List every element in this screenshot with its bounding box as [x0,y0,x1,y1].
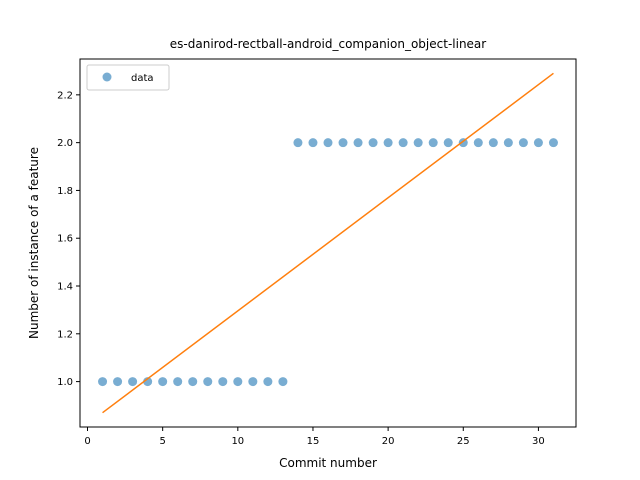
legend-box [86,64,170,91]
data-point [143,377,153,387]
data-point [263,377,273,387]
x-axis-label: Commit number [279,456,377,470]
data-point [158,377,168,387]
y-axis-ticks: 1.0 1.2 1.4 1.6 1.8 2.0 2.2 [57,90,80,388]
data-point [233,377,243,387]
x-tick-label: 20 [382,436,395,447]
y-tick-label: 2.0 [57,138,73,149]
plot-area [98,72,558,414]
data-point [503,138,513,148]
data-point [353,138,363,148]
data-point [188,377,198,387]
x-tick-label: 5 [159,436,165,447]
data-point [218,377,228,387]
data-point [293,138,303,148]
x-tick-label: 0 [84,436,90,447]
data-point [473,138,483,148]
fit-line [102,72,554,414]
x-tick-label: 30 [532,436,545,447]
data-point [383,138,393,148]
data-point [278,377,288,387]
data-point [443,138,453,148]
x-tick-label: 15 [307,436,320,447]
x-axis-ticks: 0 5 10 15 20 25 30 [84,427,545,447]
y-tick-label: 1.8 [57,186,73,197]
data-point [428,138,438,148]
data-point [98,377,108,387]
data-point [488,138,498,148]
data-point [203,377,213,387]
axes-frame [79,58,577,428]
data-point [248,377,258,387]
data-point [173,377,183,387]
data-point [308,138,318,148]
data-point [413,138,423,148]
data-point [533,138,543,148]
data-point [338,138,348,148]
data-point [323,138,333,148]
legend-marker-data [102,72,112,82]
data-point [113,377,123,387]
x-tick-label: 25 [457,436,470,447]
data-point [518,138,528,148]
legend: data [86,64,170,91]
y-tick-label: 1.4 [57,282,73,293]
data-point [368,138,378,148]
y-axis-label: Number of instance of a feature [27,147,41,339]
y-tick-label: 2.2 [57,90,73,101]
x-tick-label: 10 [231,436,244,447]
data-point [548,138,558,148]
y-tick-label: 1.0 [57,377,73,388]
data-point [128,377,138,387]
chart-title: es-danirod-rectball-android_companion_ob… [170,37,487,51]
y-tick-label: 1.2 [57,329,73,340]
data-point [398,138,408,148]
y-tick-label: 1.6 [57,234,73,245]
legend-label-data: data [131,73,154,84]
